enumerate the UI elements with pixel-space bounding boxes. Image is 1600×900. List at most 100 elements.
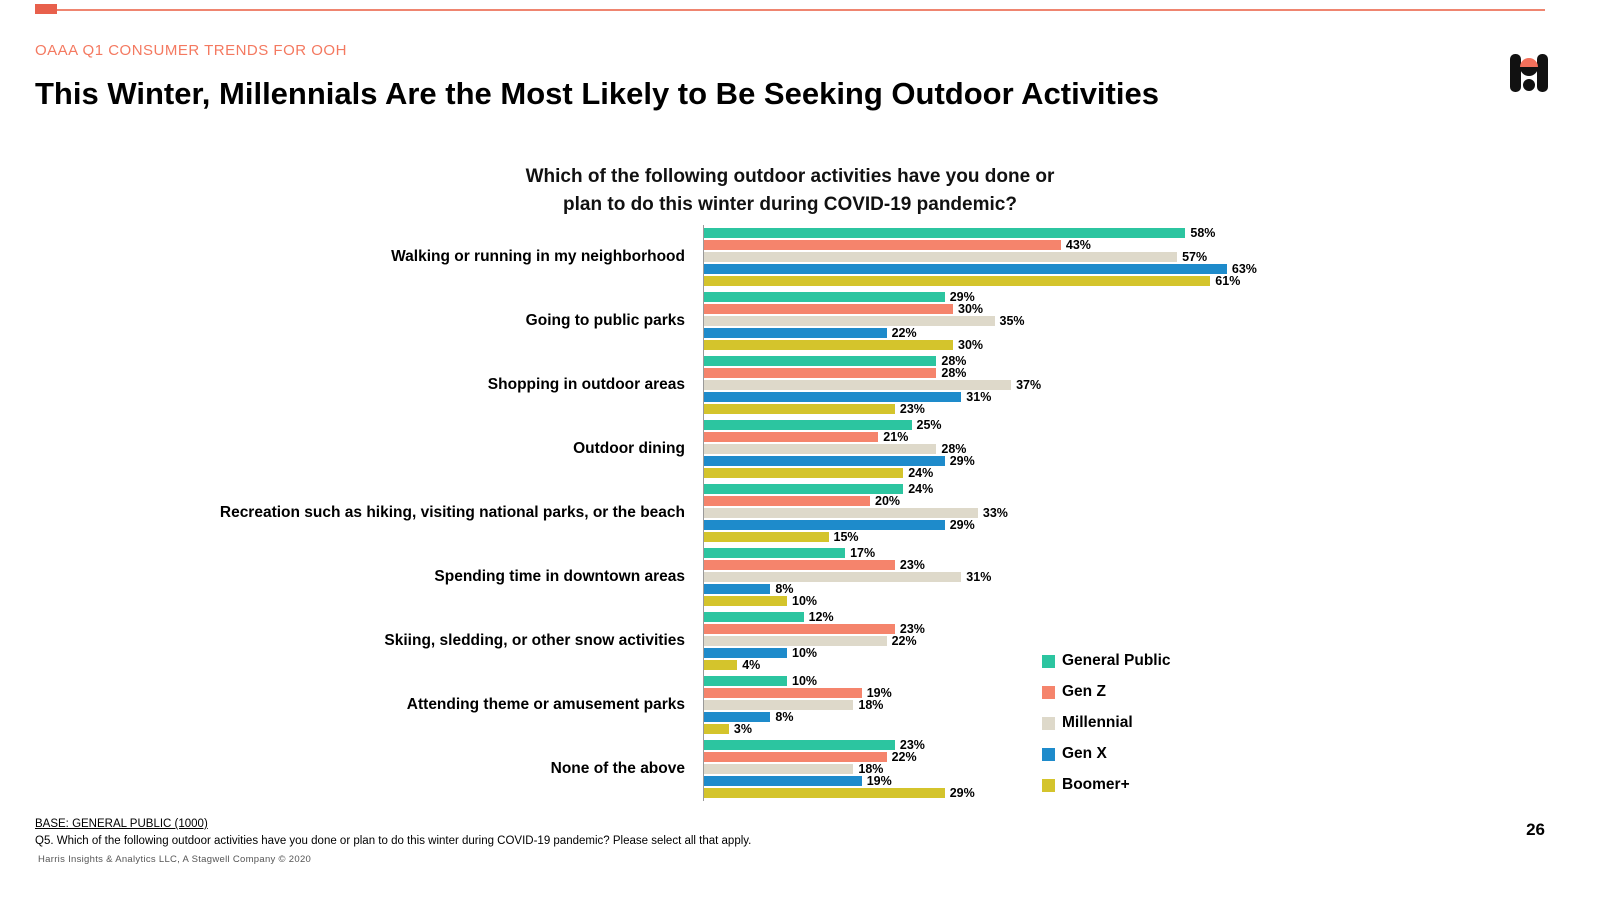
bar-value-label: 37%: [1016, 378, 1042, 392]
bar-value-label: 10%: [792, 594, 818, 608]
bar-line: 10%: [704, 674, 1543, 688]
legend-label: Gen X: [1062, 745, 1107, 762]
chart-row: Outdoor dining 25% 21% 28% 29% 24%: [35, 417, 1565, 481]
bar-line: 18%: [704, 762, 1543, 776]
category-label: Going to public parks: [525, 312, 685, 330]
bar-general-public: [704, 547, 846, 559]
bar-value-label: 28%: [941, 366, 967, 380]
bar-general-public: [704, 291, 945, 303]
top-rule-accent: [35, 4, 57, 14]
chart-row: Walking or running in my neighborhood 58%…: [35, 225, 1565, 289]
bar-gen-z: [704, 303, 953, 315]
bar-value-label: 19%: [866, 686, 892, 700]
bar-general-public: [704, 739, 895, 751]
legend-item: Gen X: [1042, 745, 1171, 763]
bar-gen-x: [704, 391, 962, 403]
legend-item: Millennial: [1042, 714, 1171, 732]
bar-line: 29%: [704, 786, 1543, 800]
bar-group: 10% 19% 18% 8% 3%: [703, 673, 1543, 737]
bar-group: 25% 21% 28% 29% 24%: [703, 417, 1543, 481]
bar-value-label: 35%: [999, 314, 1025, 328]
bar-value-label: 24%: [908, 482, 934, 496]
bar-value-label: 31%: [966, 570, 992, 584]
chart-title-line1: Which of the following outdoor activitie…: [525, 166, 1055, 187]
bar-line: 29%: [704, 518, 1543, 532]
bar-millennial: [704, 443, 937, 455]
category-label: Walking or running in my neighborhood: [391, 248, 685, 266]
bar-millennial: [704, 571, 962, 583]
chart-row: Attending theme or amusement parks 10% 19%…: [35, 673, 1565, 737]
bar-value-label: 33%: [982, 506, 1008, 520]
bar-boomer-: [704, 659, 738, 671]
bar-millennial: [704, 251, 1178, 263]
chart-row: Going to public parks 29% 30% 35% 22% 30%: [35, 289, 1565, 353]
footer-question-note: Q5. Which of the following outdoor activ…: [35, 835, 752, 847]
legend-label: Millennial: [1062, 714, 1133, 731]
legend-item: General Public: [1042, 652, 1171, 670]
bar-boomer-: [704, 595, 787, 607]
bar-line: 10%: [704, 646, 1543, 660]
bar-line: 28%: [704, 354, 1543, 368]
bar-boomer-: [704, 403, 895, 415]
bar-line: 63%: [704, 262, 1543, 276]
bar-value-label: 57%: [1182, 250, 1208, 264]
bar-value-label: 21%: [883, 430, 909, 444]
category-label: Spending time in downtown areas: [434, 568, 685, 586]
bar-general-public: [704, 227, 1186, 239]
bar-gen-z: [704, 239, 1061, 251]
legend-label: Boomer+: [1062, 776, 1130, 793]
bar-value-label: 61%: [1215, 274, 1241, 288]
bar-line: 20%: [704, 494, 1543, 508]
bar-value-label: 18%: [858, 762, 884, 776]
bar-general-public: [704, 675, 787, 687]
bar-value-label: 30%: [958, 338, 984, 352]
bar-line: 23%: [704, 402, 1543, 416]
bar-line: 24%: [704, 482, 1543, 496]
bar-line: 28%: [704, 366, 1543, 380]
bar-value-label: 10%: [792, 646, 818, 660]
bar-value-label: 12%: [808, 610, 834, 624]
legend-swatch: [1042, 716, 1055, 730]
bar-gen-x: [704, 647, 787, 659]
bar-value-label: 29%: [949, 454, 975, 468]
chart-title: Which of the following outdoor activitie…: [350, 163, 1230, 218]
bar-line: 25%: [704, 418, 1543, 432]
bar-general-public: [704, 419, 912, 431]
bar-value-label: 28%: [941, 354, 967, 368]
bar-group: 29% 30% 35% 22% 30%: [703, 289, 1543, 353]
bar-line: 21%: [704, 430, 1543, 444]
bar-line: 43%: [704, 238, 1543, 252]
bar-line: 31%: [704, 570, 1543, 584]
bar-millennial: [704, 379, 1012, 391]
bar-line: 22%: [704, 750, 1543, 764]
bar-millennial: [704, 507, 978, 519]
legend-swatch: [1042, 685, 1055, 699]
bar-line: 22%: [704, 634, 1543, 648]
bar-gen-x: [704, 455, 945, 467]
bar-value-label: 22%: [891, 634, 917, 648]
bar-group: 58% 43% 57% 63% 61%: [703, 225, 1543, 289]
category-label: Shopping in outdoor areas: [487, 376, 685, 394]
bar-value-label: 24%: [908, 466, 934, 480]
chart-row: Skiing, sledding, or other snow activiti…: [35, 609, 1565, 673]
bar-value-label: 18%: [858, 698, 884, 712]
bar-boomer-: [704, 723, 729, 735]
bar-value-label: 63%: [1231, 262, 1257, 276]
bar-gen-x: [704, 519, 945, 531]
chart-legend: General Public Gen Z Millennial Gen X Boomer…: [1042, 652, 1171, 807]
category-label: Outdoor dining: [573, 440, 685, 458]
top-rule: [35, 9, 1545, 11]
bar-gen-x: [704, 711, 771, 723]
bar-line: 35%: [704, 314, 1543, 328]
bar-boomer-: [704, 275, 1211, 287]
bar-gen-z: [704, 687, 862, 699]
bar-value-label: 19%: [866, 774, 892, 788]
bar-line: 8%: [704, 582, 1543, 596]
bar-group: 12% 23% 22% 10% 4%: [703, 609, 1543, 673]
bar-line: 33%: [704, 506, 1543, 520]
bar-line: 10%: [704, 594, 1543, 608]
bar-value-label: 23%: [899, 738, 925, 752]
bar-gen-z: [704, 751, 887, 763]
bar-gen-z: [704, 623, 895, 635]
bar-millennial: [704, 315, 995, 327]
